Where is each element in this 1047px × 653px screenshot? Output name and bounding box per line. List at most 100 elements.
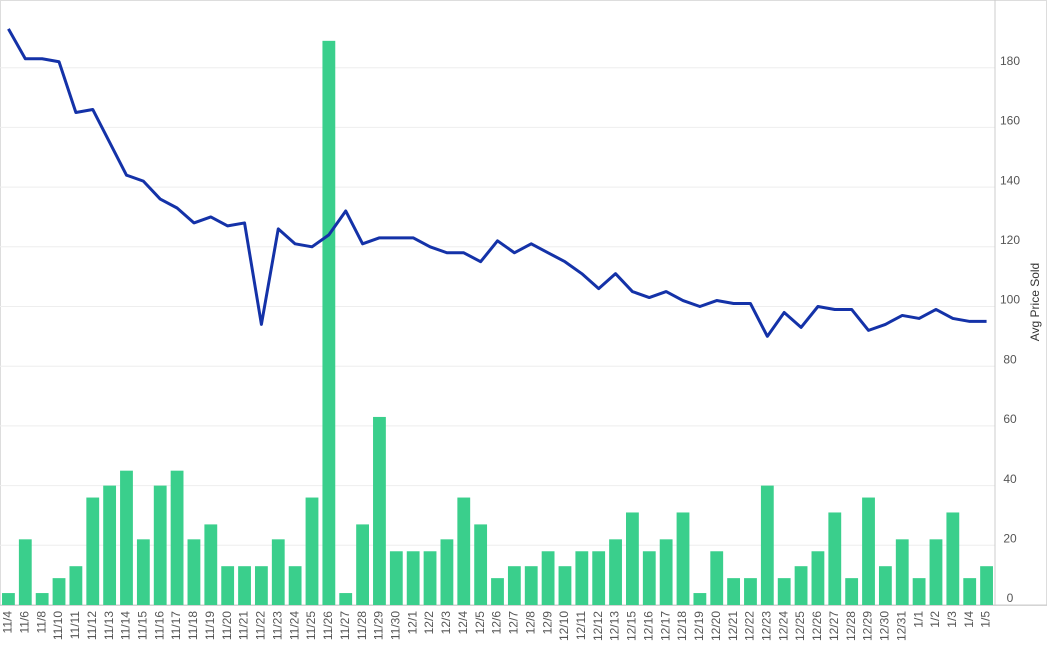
x-tick-label: 11/14 bbox=[119, 611, 133, 640]
bar bbox=[642, 551, 656, 605]
y-axis-title: Avg Price Sold bbox=[1028, 263, 1042, 342]
x-tick-label: 12/19 bbox=[692, 611, 706, 641]
bar bbox=[440, 539, 454, 605]
x-tick-label: 12/9 bbox=[540, 611, 554, 635]
x-tick-label: 12/6 bbox=[490, 611, 504, 635]
x-tick-label: 12/12 bbox=[591, 611, 605, 641]
bar bbox=[845, 578, 859, 605]
x-tick-label: 11/17 bbox=[169, 611, 183, 640]
x-tick-label: 12/27 bbox=[827, 611, 841, 641]
x-tick-label: 12/5 bbox=[473, 611, 487, 635]
x-tick-label: 11/26 bbox=[321, 611, 335, 640]
x-tick-label: 12/24 bbox=[776, 611, 790, 641]
x-tick-label: 12/26 bbox=[810, 611, 824, 641]
x-tick-label: 12/17 bbox=[658, 611, 672, 641]
x-tick-label: 12/3 bbox=[439, 611, 453, 635]
bar bbox=[423, 551, 437, 605]
x-tick-label: 11/15 bbox=[136, 611, 150, 640]
bar bbox=[744, 578, 757, 605]
bar bbox=[69, 566, 83, 605]
bar bbox=[305, 497, 319, 605]
x-tick-label: 1/1 bbox=[911, 611, 925, 628]
bar bbox=[727, 578, 741, 605]
y-tick-label: 180 bbox=[1000, 54, 1020, 68]
bar bbox=[120, 470, 133, 605]
bar bbox=[339, 593, 353, 605]
bar bbox=[541, 551, 555, 605]
bar bbox=[474, 524, 488, 605]
bar bbox=[507, 566, 521, 605]
x-tick-label: 12/22 bbox=[743, 611, 757, 641]
x-tick-label: 12/2 bbox=[422, 611, 436, 635]
x-tick-label: 12/10 bbox=[557, 611, 571, 641]
bar bbox=[406, 551, 420, 605]
bar bbox=[491, 578, 504, 605]
bar bbox=[980, 566, 993, 605]
bar bbox=[811, 551, 825, 605]
line bbox=[7, 28, 987, 338]
x-tick-label: 1/3 bbox=[945, 611, 959, 628]
y-tick-label: 140 bbox=[1000, 173, 1020, 187]
bar bbox=[18, 539, 32, 605]
x-tick-label: 11/24 bbox=[287, 611, 301, 640]
x-tick-label: 12/23 bbox=[760, 611, 774, 641]
bar bbox=[221, 566, 235, 605]
bar bbox=[693, 593, 707, 605]
x-tick-label: 11/27 bbox=[338, 611, 352, 640]
x-tick-label: 12/28 bbox=[844, 611, 858, 641]
bar bbox=[912, 578, 926, 605]
bar bbox=[946, 512, 960, 605]
x-tick-label: 11/11 bbox=[68, 611, 82, 640]
bar bbox=[710, 551, 724, 605]
x-tick-label: 11/20 bbox=[220, 611, 234, 640]
x-tick-label: 12/8 bbox=[523, 611, 537, 635]
bar bbox=[895, 539, 909, 605]
bar bbox=[389, 551, 403, 605]
bar bbox=[52, 578, 66, 605]
x-tick-label: 11/25 bbox=[304, 611, 318, 640]
x-tick-label: 11/16 bbox=[152, 611, 166, 640]
bar bbox=[153, 485, 167, 605]
bar bbox=[929, 539, 943, 605]
x-tick-label: 11/13 bbox=[102, 611, 116, 640]
y-tick-label: 40 bbox=[1003, 472, 1017, 486]
x-tick-label: 12/1 bbox=[405, 611, 419, 635]
x-tick-label: 12/20 bbox=[709, 611, 723, 641]
x-tick-label: 12/31 bbox=[894, 611, 908, 641]
bar bbox=[187, 539, 201, 605]
bar bbox=[103, 485, 117, 605]
x-tick-label: 11/30 bbox=[388, 611, 402, 640]
x-tick-label: 11/22 bbox=[254, 611, 268, 640]
x-tick-label: 11/29 bbox=[372, 611, 386, 640]
x-tick-label: 12/4 bbox=[456, 611, 470, 635]
bar bbox=[457, 497, 471, 605]
x-tick-label: 12/29 bbox=[861, 611, 875, 641]
x-tick-label: 12/13 bbox=[608, 611, 622, 641]
bar bbox=[862, 497, 875, 605]
x-tick-label: 12/25 bbox=[793, 611, 807, 641]
x-tick-label: 12/30 bbox=[878, 611, 892, 641]
x-tick-label: 11/4 bbox=[1, 611, 15, 634]
bar bbox=[626, 512, 639, 605]
y-tick-label: 160 bbox=[1000, 114, 1020, 128]
bar bbox=[136, 539, 150, 605]
x-tick-label: 12/16 bbox=[641, 611, 655, 641]
x-tick-label: 12/21 bbox=[726, 611, 740, 641]
y-tick-label: 120 bbox=[1000, 233, 1020, 247]
bar bbox=[288, 566, 302, 605]
bar bbox=[2, 593, 15, 605]
bar bbox=[878, 566, 892, 605]
x-tick-label: 11/21 bbox=[237, 611, 251, 640]
bar bbox=[238, 566, 251, 605]
y-tick-label: 60 bbox=[1003, 412, 1017, 426]
bar bbox=[828, 512, 842, 605]
x-tick-label: 11/10 bbox=[51, 611, 65, 640]
x-tick-label: 1/2 bbox=[928, 611, 942, 628]
bar bbox=[86, 497, 100, 605]
x-tick-label: 12/11 bbox=[574, 611, 588, 640]
bar bbox=[575, 551, 589, 605]
bar bbox=[373, 416, 386, 605]
bar bbox=[659, 539, 673, 605]
bar bbox=[356, 524, 369, 605]
